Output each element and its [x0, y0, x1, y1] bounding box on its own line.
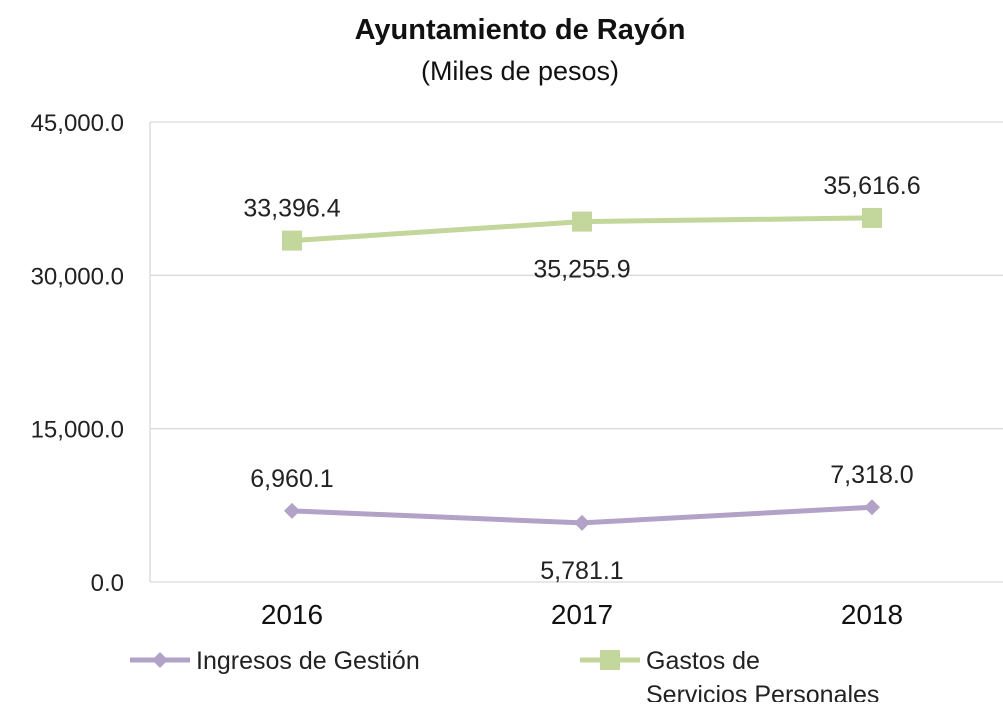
series-lines — [282, 207, 882, 531]
x-tick-label: 2018 — [841, 599, 903, 630]
data-label-ingresos-de-gesti-n: 6,960.1 — [250, 465, 333, 493]
data-label-gastos-de-servicios-personales: 35,616.6 — [823, 172, 920, 200]
y-tick-label: 30,000.0 — [31, 263, 124, 290]
data-point-ingresos-de-gesti-n — [284, 502, 300, 519]
legend: Ingresos de Gestión Gastos de Servicios Pe… — [130, 647, 879, 707]
data-point-gastos-de-servicios-personales — [572, 211, 592, 232]
legend-label-gastos-de-servicios-personales: Servicios Personales — [646, 681, 879, 702]
data-label-gastos-de-servicios-personales: 33,396.4 — [243, 195, 340, 223]
data-point-gastos-de-servicios-personales — [282, 230, 302, 251]
y-tick-label: 45,000.0 — [31, 110, 124, 137]
y-tick-label: 15,000.0 — [31, 417, 124, 444]
legend-marker-ingresos-de-gesti-n — [152, 652, 168, 668]
legend-label-gastos-de-servicios-personales: Gastos de — [646, 647, 760, 675]
data-label-ingresos-de-gesti-n: 5,781.1 — [540, 557, 623, 585]
y-tick-label: 0.0 — [91, 570, 124, 597]
data-label-gastos-de-servicios-personales: 35,255.9 — [533, 256, 630, 284]
data-point-ingresos-de-gesti-n — [574, 514, 590, 531]
data-labels: 6,960.1 5,781.1 7,318.0 33,396.4 35,255.9 35,… — [243, 172, 920, 585]
x-axis-tick-labels: 2016 2017 2018 — [261, 599, 903, 630]
data-point-ingresos-de-gesti-n — [864, 499, 880, 516]
data-point-gastos-de-servicios-personales — [862, 207, 882, 228]
gridlines — [149, 121, 1003, 583]
legend-label-ingresos-de-gesti-n: Ingresos de Gestión — [196, 647, 420, 675]
data-label-ingresos-de-gesti-n: 7,318.0 — [830, 461, 913, 489]
y-axis-tick-labels: 0.0 15,000.0 30,000.0 45,000.0 — [31, 110, 124, 597]
x-tick-label: 2017 — [551, 599, 613, 630]
chart-title: Ayuntamiento de Rayón — [355, 14, 686, 46]
x-tick-label: 2016 — [261, 599, 323, 630]
legend-marker-gastos-de-servicios-personales — [600, 650, 620, 670]
chart-subtitle: (Miles de pesos) — [421, 56, 619, 86]
